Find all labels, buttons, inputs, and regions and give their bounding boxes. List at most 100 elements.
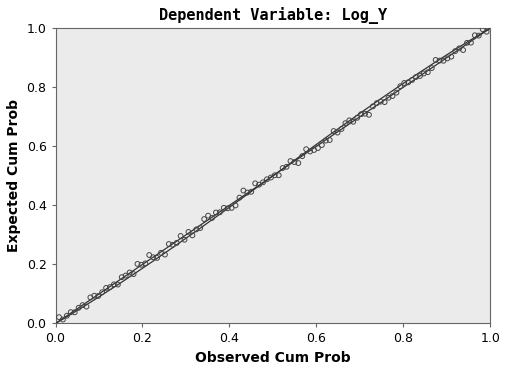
Point [310, 147, 318, 153]
Point [330, 128, 338, 134]
Point [126, 270, 134, 276]
Point [431, 57, 440, 63]
X-axis label: Observed Cum Prob: Observed Cum Prob [195, 351, 351, 365]
Point [255, 182, 263, 187]
Point [459, 47, 467, 53]
Point [388, 93, 396, 99]
Point [479, 26, 487, 32]
Point [192, 227, 200, 232]
Point [188, 232, 196, 238]
Point [361, 111, 369, 117]
Point [294, 160, 302, 166]
Point [443, 55, 451, 61]
Y-axis label: Expected Cum Prob: Expected Cum Prob [7, 99, 21, 252]
Point [455, 45, 463, 51]
Point [298, 153, 306, 159]
Point [357, 111, 365, 117]
Point [467, 40, 475, 46]
Title: Dependent Variable: Log_Y: Dependent Variable: Log_Y [159, 7, 387, 24]
Point [436, 58, 444, 64]
Point [428, 65, 436, 71]
Point [392, 90, 401, 96]
Point [102, 285, 110, 291]
Point [79, 302, 87, 308]
Point [106, 284, 114, 290]
Point [275, 172, 283, 178]
Point [235, 195, 243, 201]
Point [220, 205, 228, 211]
Point [63, 313, 71, 319]
Point [271, 172, 279, 178]
Point [345, 118, 353, 124]
Point [483, 29, 491, 35]
Point [259, 179, 267, 185]
Point [169, 242, 177, 248]
Point [133, 261, 141, 267]
Point [373, 100, 381, 106]
Point [90, 293, 98, 299]
Point [291, 159, 299, 165]
Point [224, 205, 232, 211]
Point [137, 262, 146, 268]
Point [157, 250, 165, 256]
Point [67, 309, 75, 315]
Point [404, 79, 412, 85]
Point [325, 137, 334, 143]
Point [416, 73, 424, 79]
Point [412, 74, 420, 80]
Point [98, 289, 106, 295]
Point [145, 252, 153, 258]
Point [200, 216, 208, 222]
Point [161, 251, 169, 257]
Point [334, 129, 342, 135]
Point [247, 189, 256, 195]
Point [118, 274, 126, 280]
Point [338, 126, 346, 132]
Point [377, 99, 385, 105]
Point [232, 202, 240, 208]
Point [318, 142, 326, 148]
Point [353, 115, 361, 121]
Point [322, 138, 330, 144]
Point [180, 237, 189, 243]
Point [267, 174, 275, 180]
Point [306, 148, 314, 154]
Point [176, 233, 185, 239]
Point [122, 273, 130, 279]
Point [204, 213, 212, 219]
Point [341, 120, 349, 126]
Point [59, 317, 67, 323]
Point [141, 260, 150, 266]
Point [251, 180, 259, 186]
Point [110, 281, 118, 287]
Point [94, 293, 102, 299]
Point [55, 314, 63, 320]
Point [149, 254, 157, 260]
Point [216, 209, 224, 215]
Point [463, 40, 471, 46]
Point [278, 165, 286, 171]
Point [239, 187, 247, 193]
Point [302, 146, 310, 152]
Point [263, 176, 271, 182]
Point [314, 145, 322, 151]
Point [475, 33, 483, 39]
Point [70, 310, 79, 315]
Point [129, 271, 137, 277]
Point [228, 205, 236, 211]
Point [365, 112, 373, 118]
Point [369, 103, 377, 109]
Point [286, 158, 295, 164]
Point [424, 69, 432, 75]
Point [208, 215, 216, 221]
Point [185, 229, 193, 235]
Point [165, 241, 173, 247]
Point [349, 119, 357, 125]
Point [384, 95, 392, 101]
Point [408, 77, 416, 83]
Point [447, 54, 455, 60]
Point [173, 240, 181, 246]
Point [396, 83, 405, 89]
Point [471, 32, 479, 38]
Point [83, 304, 91, 310]
